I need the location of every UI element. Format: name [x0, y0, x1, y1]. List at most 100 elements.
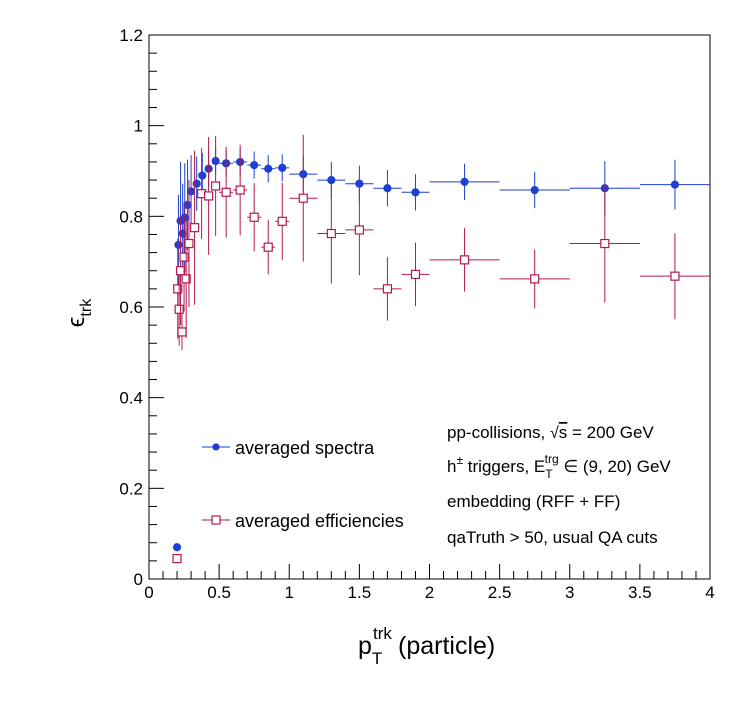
square-marker — [410, 269, 421, 279]
anno-cuts: qaTruth > 50, usual QA cuts — [447, 528, 658, 547]
data-series — [172, 134, 710, 564]
annotation-part: √ — [550, 425, 559, 442]
y-tick-label: 1.2 — [119, 26, 143, 45]
y-tick-label: 0.2 — [119, 479, 143, 498]
y-axis-title-main: ϵ — [63, 317, 90, 328]
circle-marker — [180, 213, 189, 222]
data-point — [172, 553, 182, 564]
x-tick-label: 0.5 — [207, 583, 231, 602]
x-tick-label: 3 — [565, 583, 574, 602]
data-point — [173, 239, 183, 339]
data-point — [275, 182, 290, 260]
square-marker — [174, 304, 184, 314]
square-marker — [382, 284, 393, 294]
square-marker — [459, 255, 470, 265]
circle-marker — [250, 161, 259, 170]
annotations: pp-collisions, √s = 200 GeV h± triggers, … — [447, 423, 671, 547]
x-axis-title-sub: T — [372, 649, 382, 668]
data-point — [317, 183, 346, 284]
x-tick-label: 1.5 — [348, 583, 372, 602]
circle-marker — [383, 184, 392, 193]
y-tick-label: 1 — [134, 117, 143, 136]
x-axis-title-main: p — [358, 632, 372, 660]
axis-ticks — [148, 34, 711, 580]
circle-marker — [172, 543, 182, 552]
square-marker — [173, 284, 183, 294]
annotation-part: qaTruth > 50, usual QA cuts — [447, 528, 658, 547]
square-marker — [177, 327, 187, 337]
legend-marker-spectra — [202, 443, 230, 451]
square-marker — [179, 252, 189, 262]
square-marker — [263, 242, 273, 252]
data-point — [275, 154, 290, 182]
x-tick-label: 4 — [705, 583, 714, 602]
annotation-part: s — [559, 423, 568, 442]
data-point — [233, 144, 248, 236]
circle-marker — [278, 163, 287, 172]
circle-marker — [411, 188, 420, 197]
data-point — [499, 249, 570, 309]
x-tick-label: 3.5 — [628, 583, 652, 602]
data-point — [373, 170, 402, 207]
data-point — [499, 171, 570, 209]
x-axis-title: pTtrk (particle) — [358, 624, 495, 668]
x-tick-labels: 0 0.5 1 1.5 2 2.5 3 3.5 4 — [144, 583, 714, 602]
circle-marker — [198, 171, 207, 180]
x-tick-label: 2 — [425, 583, 434, 602]
square-marker — [235, 185, 245, 195]
x-tick-label: 0 — [144, 583, 153, 602]
legend-marker-efficiencies — [202, 515, 230, 525]
data-point — [401, 242, 430, 307]
square-marker — [354, 225, 364, 235]
data-point — [219, 146, 234, 238]
square-marker — [326, 228, 336, 239]
data-point — [429, 163, 500, 201]
data-point — [247, 151, 262, 179]
legend: averaged spectra averaged efficiencies — [202, 438, 404, 531]
data-point — [172, 543, 182, 552]
y-tick-label: 0.6 — [119, 298, 143, 317]
square-marker — [175, 266, 186, 276]
annotation-part: pp-collisions, — [447, 423, 550, 442]
data-point — [289, 134, 318, 262]
annotation-part: T — [545, 467, 553, 481]
square-marker — [221, 187, 231, 197]
annotation-part: ± — [456, 453, 463, 467]
circle-marker — [264, 164, 273, 173]
legend-square-marker — [211, 515, 221, 525]
data-point — [196, 148, 207, 239]
legend-circle-marker — [212, 443, 220, 451]
square-marker — [204, 191, 214, 201]
y-tick-label: 0.4 — [119, 389, 143, 408]
circle-marker — [327, 175, 336, 185]
annotation-part: ∈ (9, 20) GeV — [559, 457, 672, 476]
y-tick-label: 0 — [134, 570, 143, 589]
x-tick-label: 1 — [285, 583, 294, 602]
legend-label-spectra: averaged spectra — [235, 438, 375, 458]
y-tick-labels: 0 0.2 0.4 0.6 0.8 1 1.2 — [119, 26, 143, 589]
anno-embedding: embedding (RFF + FF) — [447, 492, 620, 511]
circle-marker — [530, 185, 539, 195]
data-point — [401, 174, 430, 211]
data-point — [261, 219, 276, 275]
plot-frame — [148, 34, 711, 580]
data-point — [184, 180, 194, 307]
square-marker — [172, 553, 182, 564]
data-point — [261, 155, 276, 183]
circle-marker — [460, 177, 469, 186]
square-marker — [670, 271, 680, 281]
data-point — [189, 150, 200, 305]
y-axis-title: ϵtrk — [63, 298, 95, 327]
circle-marker — [183, 200, 192, 210]
annotation-part: = 200 GeV — [567, 423, 654, 442]
annotation-part: embedding (RFF + FF) — [447, 492, 620, 511]
data-point — [569, 184, 640, 303]
data-point — [204, 137, 214, 255]
square-marker — [530, 274, 540, 284]
anno-triggers: h± triggers, ETtrg ∈ (9, 20) GeV — [447, 452, 671, 481]
data-point — [247, 183, 262, 252]
square-marker — [184, 238, 194, 249]
annotation-part: triggers, E — [463, 457, 545, 476]
square-marker — [298, 193, 308, 203]
